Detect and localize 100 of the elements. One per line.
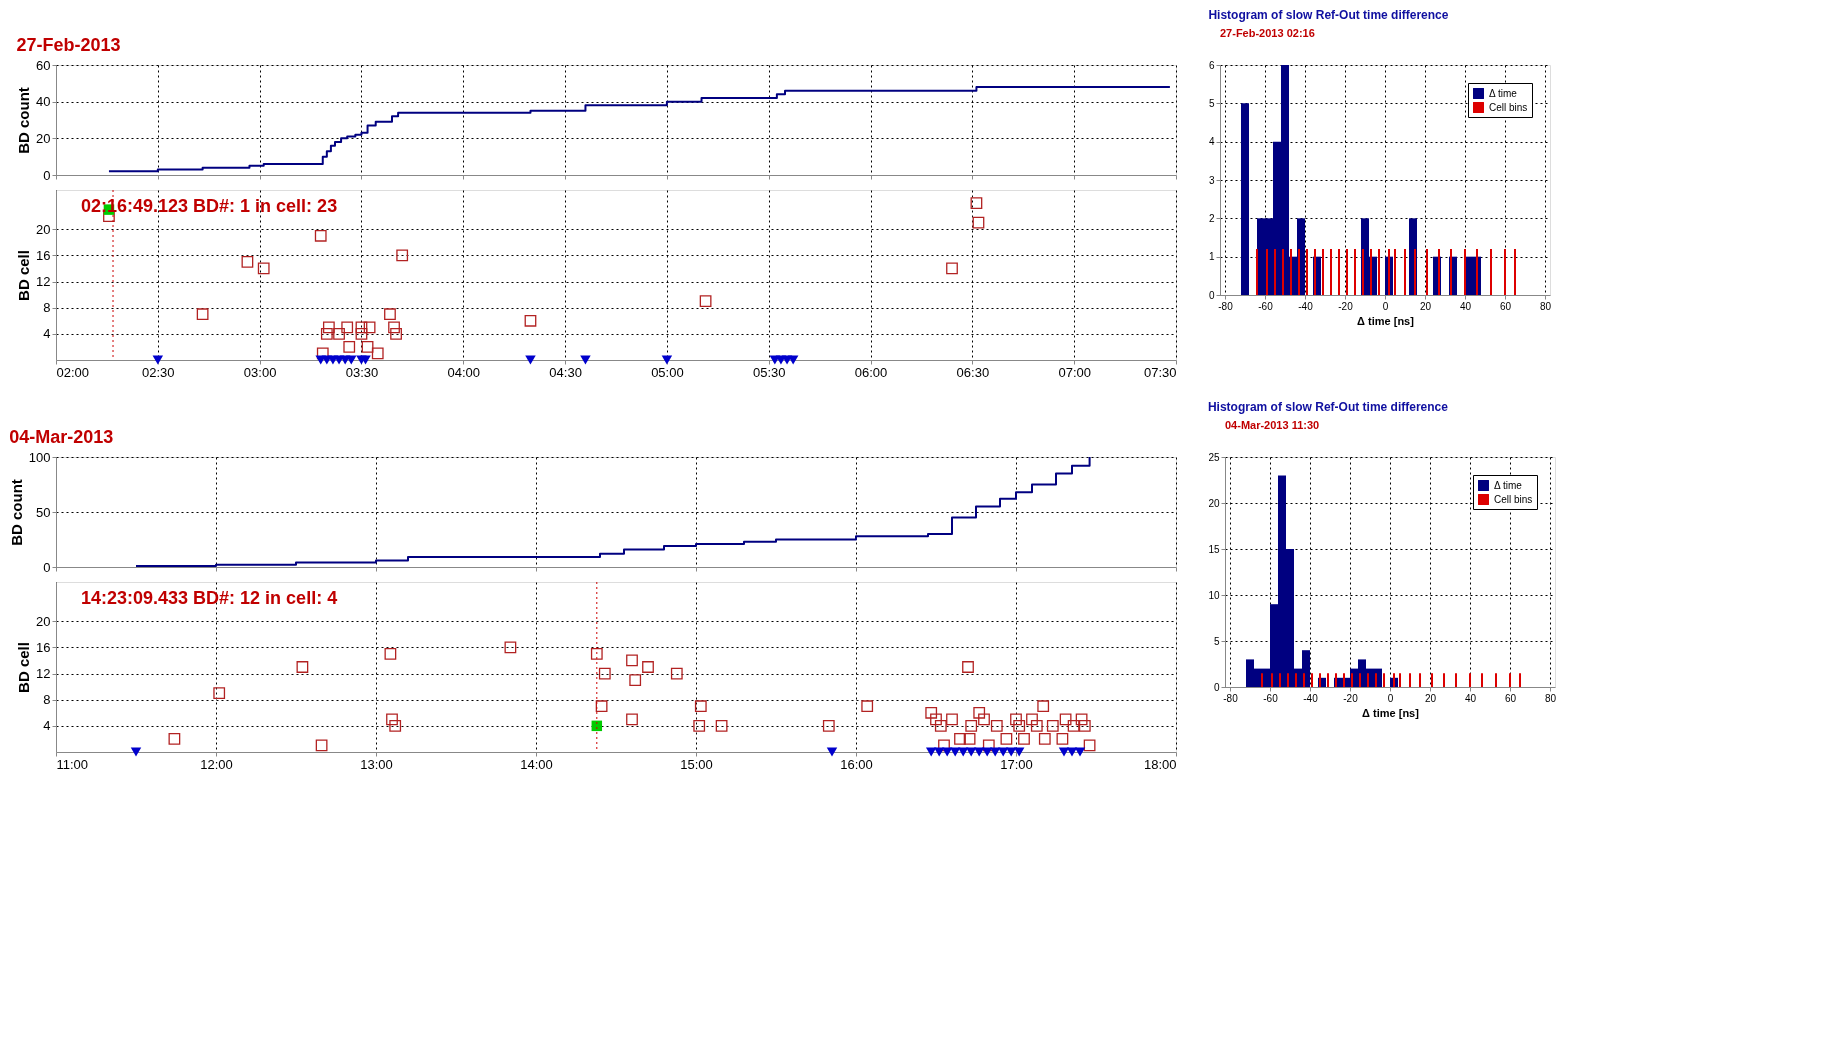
point — [346, 355, 357, 365]
y-tick-label: 0 — [43, 167, 51, 183]
y-tick-label: 12 — [36, 274, 51, 290]
x-tick-label: 80 — [1539, 300, 1552, 312]
point — [699, 295, 712, 308]
legend-label: Cell bins — [1489, 101, 1528, 113]
point — [355, 327, 368, 340]
y-tick-label: 0 — [1213, 681, 1220, 693]
point — [314, 229, 327, 242]
point — [388, 321, 400, 334]
x-tick-label: -60 — [1263, 692, 1279, 704]
legend-label: Δ time — [1494, 479, 1523, 491]
y-tick-label: 4 — [1208, 136, 1215, 148]
point — [972, 216, 985, 229]
chart-title: 27-Feb-2013 — [16, 35, 121, 55]
point — [322, 321, 335, 334]
x-tick-label: 02:00 — [56, 364, 90, 380]
y-tick-label: 20 — [1208, 497, 1220, 509]
annotation: 02:16:49.123 BD#: 1 in cell: 23 — [81, 196, 338, 216]
y-tick-label: 16 — [36, 639, 51, 655]
point — [343, 341, 356, 353]
x-tick-label: 60 — [1499, 300, 1512, 312]
chart-title: 04-Mar-2013 — [9, 427, 114, 447]
x-tick-label: 02:30 — [142, 364, 175, 380]
x-tick-label: 17:00 — [1000, 756, 1033, 772]
y-tick-label: 40 — [36, 94, 51, 110]
x-tick-label: 12:00 — [200, 756, 233, 772]
text: 27-Feb-2013 02:16 — [1220, 27, 1315, 39]
point — [371, 347, 384, 360]
y-tick-label: 20 — [36, 613, 51, 629]
point — [320, 327, 333, 340]
x-tick-label: -80 — [1223, 692, 1239, 704]
point — [946, 262, 958, 275]
x-tick-label: 11:00 — [56, 756, 89, 772]
annotation: 14:23:09.433 BD#: 12 in cell: 4 — [81, 588, 338, 608]
point — [333, 327, 345, 340]
y-tick-label: 3 — [1208, 174, 1215, 186]
x-tick-label: 20 — [1419, 300, 1432, 312]
x-tick-label: 06:30 — [956, 364, 990, 380]
y-tick-label: 2 — [1208, 212, 1215, 224]
y-axis-title: BD count — [7, 479, 25, 546]
x-tick-label: 05:00 — [651, 364, 684, 380]
y-tick-label: 10 — [1208, 589, 1220, 601]
point — [580, 355, 591, 365]
x-tick-label: 03:30 — [345, 364, 379, 380]
x-tick-label: 05:30 — [752, 364, 786, 380]
x-axis-title: Δ time [ns] — [1357, 314, 1415, 327]
x-tick-label: -80 — [1218, 300, 1234, 312]
point — [787, 355, 799, 365]
chart-title: Histogram of slow Ref-Out time difference — [1208, 8, 1449, 22]
point — [355, 321, 368, 334]
x-tick-label: 0 — [1387, 692, 1394, 704]
point — [363, 321, 376, 334]
point — [196, 308, 209, 321]
y-tick-label: 25 — [1208, 451, 1220, 463]
y-axis-title: BD cell — [15, 250, 33, 301]
y-tick-label: 5 — [1208, 97, 1215, 109]
x-tick-label: 18:00 — [1143, 756, 1177, 772]
y-tick-label: 50 — [36, 504, 51, 520]
point — [661, 355, 673, 365]
point — [524, 314, 537, 327]
y-tick-label: 100 — [28, 449, 51, 465]
point — [970, 197, 983, 209]
x-tick-label: -40 — [1298, 300, 1314, 312]
y-tick-label: 4 — [43, 718, 51, 734]
point — [390, 327, 402, 340]
x-tick-label: 04:30 — [549, 364, 582, 380]
y-tick-label: 8 — [43, 692, 51, 708]
x-tick-label: -60 — [1258, 300, 1274, 312]
y-tick-label: 8 — [43, 300, 51, 316]
legend-label: Cell bins — [1494, 493, 1533, 505]
y-tick-label: 60 — [36, 57, 51, 73]
point — [241, 256, 254, 268]
point — [152, 355, 164, 365]
y-tick-label: 20 — [36, 221, 51, 237]
x-tick-label: 40 — [1464, 692, 1477, 704]
x-tick-label: 06:00 — [854, 364, 888, 380]
x-tick-label: 40 — [1459, 300, 1472, 312]
y-tick-label: 4 — [43, 326, 51, 342]
point — [361, 341, 374, 353]
y-tick-label: 20 — [36, 130, 51, 146]
y-tick-label: 15 — [1208, 543, 1220, 555]
y-tick-label: 0 — [1208, 289, 1215, 301]
point — [341, 321, 354, 334]
y-tick-label: 12 — [36, 666, 51, 682]
x-tick-label: -20 — [1343, 692, 1359, 704]
legend-label: Δ time — [1489, 87, 1518, 99]
x-tick-label: 07:30 — [1143, 364, 1177, 380]
x-tick-label: -40 — [1303, 692, 1319, 704]
y-tick-label: 6 — [1208, 59, 1215, 71]
x-tick-label: 07:00 — [1058, 364, 1091, 380]
y-axis-title: BD cell — [15, 642, 33, 693]
text: 04-Mar-2013 11:30 — [1225, 419, 1320, 431]
y-tick-label: 16 — [36, 247, 51, 263]
x-tick-label: 04:00 — [447, 364, 481, 380]
x-tick-label: 16:00 — [840, 756, 873, 772]
x-tick-label: 13:00 — [360, 756, 393, 772]
point — [360, 355, 371, 365]
y-tick-label: 0 — [43, 559, 51, 575]
x-tick-label: 20 — [1424, 692, 1437, 704]
